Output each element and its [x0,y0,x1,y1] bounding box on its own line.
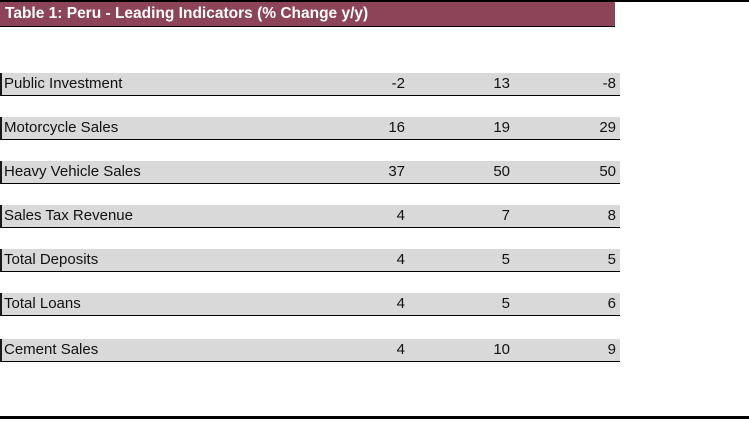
row-value: 19 [493,119,510,136]
row-value: 7 [501,207,510,224]
row-label: Sales Tax Revenue [4,207,133,224]
row-value: -8 [602,75,616,92]
row-value: 8 [607,207,616,224]
row-value: 4 [396,295,405,312]
table-row: Sales Tax Revenue 4 7 8 [0,205,620,228]
table-title-bar: Table 1: Peru - Leading Indicators (% Ch… [0,2,615,27]
row-value: 16 [388,119,405,136]
row-label: Public Investment [4,75,123,92]
row-value: 5 [607,251,616,268]
row-value: 50 [599,163,616,180]
row-label: Total Loans [4,295,81,312]
row-value: 29 [599,119,616,136]
row-label: Total Deposits [4,251,99,268]
table-row: Total Deposits 4 5 5 [0,249,620,272]
row-value: -2 [391,75,405,92]
top-rule [0,0,749,2]
row-value: 4 [396,207,405,224]
row-value: 13 [493,75,510,92]
row-label: Cement Sales [4,341,99,358]
table-title: Table 1: Peru - Leading Indicators (% Ch… [5,5,369,22]
row-value: 5 [501,295,510,312]
table-row: Public Investment -2 13 -8 [0,73,620,96]
row-value: 4 [396,251,405,268]
row-label: Heavy Vehicle Sales [4,163,141,180]
row-value: 10 [493,341,510,358]
table-row: Cement Sales 4 10 9 [0,339,620,362]
table-row: Total Loans 4 5 6 [0,293,620,316]
row-value: 6 [607,295,616,312]
row-value: 5 [501,251,510,268]
row-value: 50 [493,163,510,180]
table-row: Heavy Vehicle Sales 37 50 50 [0,161,620,184]
bottom-rule [0,416,749,419]
table-row: Motorcycle Sales 16 19 29 [0,117,620,140]
row-value: 9 [607,341,616,358]
row-value: 4 [396,341,405,358]
row-value: 37 [388,163,405,180]
row-label: Motorcycle Sales [4,119,119,136]
